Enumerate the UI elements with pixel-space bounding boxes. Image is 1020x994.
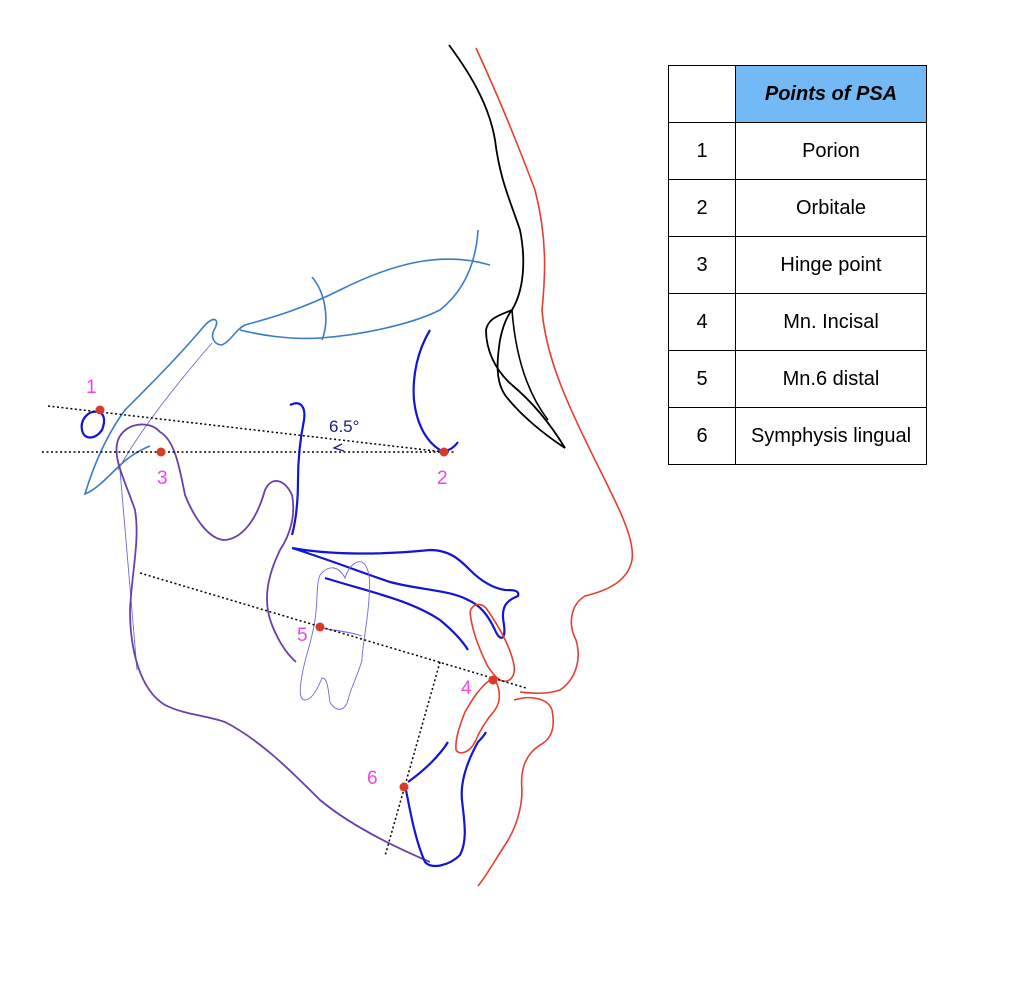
- porion-orbitale-plane: [47, 405, 445, 453]
- legend-row-number: 5: [668, 350, 736, 408]
- legend-row: 5 Mn.6 distal: [668, 350, 927, 408]
- lower-incisor-outline: [455, 677, 501, 754]
- legend-row-name: Symphysis lingual: [735, 407, 927, 465]
- occlusal-plane: [139, 572, 527, 689]
- point-label-3: 3: [157, 468, 168, 489]
- landmark-labels: 1 2 3 4 5 6: [86, 377, 472, 789]
- point-label-6: 6: [367, 768, 378, 789]
- pterygomaxillary-outline: [289, 402, 306, 536]
- frontonasal-outline: [448, 44, 566, 449]
- landmark-points: [95, 405, 498, 792]
- legend-row-name: Porion: [735, 122, 927, 180]
- legend-row-name: Orbitale: [735, 179, 927, 237]
- legend-row: 4 Mn. Incisal: [668, 293, 927, 351]
- symphysis-perpendicular: [384, 661, 441, 857]
- landmark-symphysis-lingual: [399, 782, 409, 792]
- legend-row: 6 Symphysis lingual: [668, 407, 927, 465]
- legend-row-name: Mn. Incisal: [735, 293, 927, 351]
- legend-row: 3 Hinge point: [668, 236, 927, 294]
- orbit-lateral-outline: [412, 329, 459, 452]
- upper-incisor-outline: [469, 603, 516, 682]
- porion-outline: [80, 410, 106, 439]
- cranial-base-outline: [239, 229, 479, 341]
- legend-header-title: Points of PSA: [735, 65, 927, 123]
- legend-row: 1 Porion: [668, 122, 927, 180]
- legend-row-number: 6: [668, 407, 736, 465]
- angle-arc: [332, 443, 345, 452]
- soft-tissue-profile: [475, 47, 634, 887]
- legend-row-number: 3: [668, 236, 736, 294]
- ramus-reference-line: [119, 469, 138, 671]
- landmark-porion: [95, 405, 105, 415]
- legend-row-number: 2: [668, 179, 736, 237]
- point-label-2: 2: [437, 468, 448, 489]
- maxilla-lower-outline: [324, 576, 469, 651]
- point-label-1: 1: [86, 377, 97, 398]
- legend-header-number: [668, 65, 736, 123]
- palate-outline: [291, 546, 520, 639]
- legend-row-name: Hinge point: [735, 236, 927, 294]
- orbit-roof-outline: [83, 258, 491, 496]
- legend-row: 2 Orbitale: [668, 179, 927, 237]
- legend-row-name: Mn.6 distal: [735, 350, 927, 408]
- landmark-mn-incisal: [488, 675, 498, 685]
- legend-row-number: 1: [668, 122, 736, 180]
- pterygoid-line: [117, 342, 213, 471]
- mandible-outline: [115, 423, 431, 863]
- landmark-hinge-point: [156, 447, 166, 457]
- nasal-bone-line: [511, 309, 549, 421]
- angle-value-label: 6.5°: [329, 417, 359, 436]
- landmark-mn6-distal: [315, 622, 325, 632]
- point-label-4: 4: [461, 678, 472, 699]
- point-label-5: 5: [297, 625, 308, 646]
- symphysis-outline: [403, 731, 487, 868]
- points-legend-table: Points of PSA 1 Porion 2 Orbitale 3 Hing…: [668, 65, 927, 465]
- lower-molar-outline: [299, 561, 371, 710]
- landmark-orbitale: [439, 447, 449, 457]
- legend-header-row: Points of PSA: [668, 65, 927, 123]
- legend-row-number: 4: [668, 293, 736, 351]
